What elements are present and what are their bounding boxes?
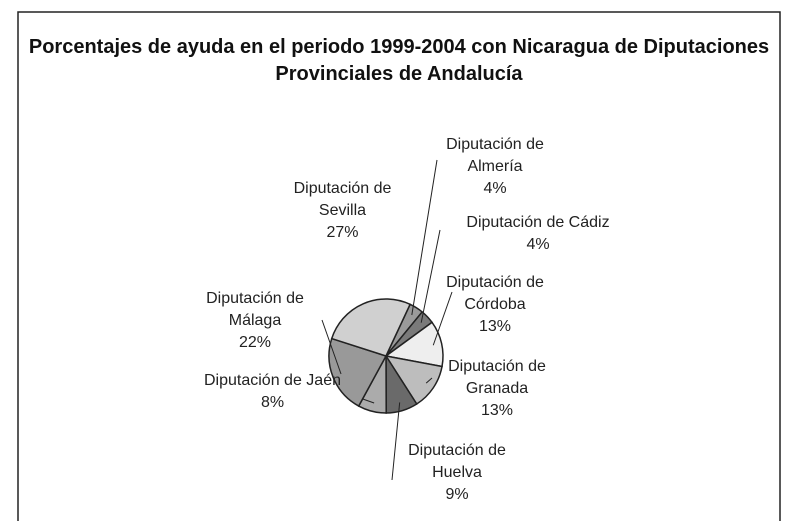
slice-name: Diputación de Huelva	[408, 442, 506, 481]
slice-name: Diputación de Cádiz	[466, 214, 610, 231]
slice-label: Diputación de Sevilla 27%	[270, 178, 415, 244]
slice-value: 4%	[483, 180, 507, 197]
slice-label: Diputación de Málaga 22%	[180, 288, 330, 354]
slice-label: Diputación de Córdoba 13%	[440, 272, 550, 338]
slice-label: Diputación de Jaén 8%	[175, 370, 370, 414]
leader-line	[321, 319, 342, 375]
slice-label: Diputación de Cádiz 4%	[438, 212, 638, 256]
slice-name: Diputación de Málaga	[206, 290, 304, 329]
slice-value: 8%	[260, 394, 285, 411]
slice-name: Diputación de Almería	[446, 136, 544, 175]
slice-value: 22%	[238, 334, 272, 351]
slice-value: 27%	[326, 224, 359, 241]
leader-line	[391, 402, 401, 481]
slice-value: 4%	[526, 236, 550, 253]
chart-frame	[17, 11, 781, 521]
pie-slice	[330, 298, 412, 357]
leader-line	[411, 159, 438, 316]
slice-name: Diputación de Córdoba	[446, 274, 544, 313]
slice-name: Diputación de Jaén	[204, 372, 341, 389]
slice-name: Diputación de Sevilla	[293, 180, 392, 219]
slice-label: Diputación de Huelva 9%	[392, 440, 522, 506]
leader-line	[420, 229, 441, 323]
slice-value: 9%	[445, 486, 469, 503]
slice-name: Diputación de Granada	[448, 358, 546, 397]
chart-title: Porcentajes de ayuda en el periodo 1999-…	[28, 36, 770, 85]
leader-line	[425, 377, 433, 384]
slice-value: 13%	[480, 402, 514, 419]
leader-line	[432, 291, 453, 346]
slice-value: 13%	[478, 318, 512, 335]
slice-label: Diputación de Almería 4%	[430, 134, 560, 200]
slice-label: Diputación de Granada 13%	[432, 356, 562, 422]
